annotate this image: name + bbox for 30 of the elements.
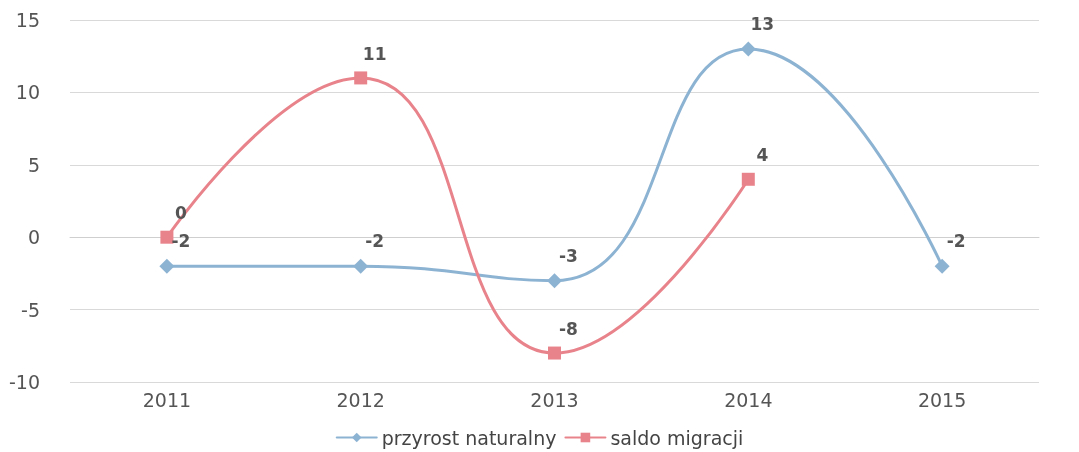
y-tick-label: -5: [21, 298, 40, 321]
point: [354, 71, 368, 85]
data-label: -2: [171, 231, 191, 252]
y-tick-label: 0: [27, 226, 40, 249]
data-label: 4: [756, 145, 769, 166]
data-label: -2: [365, 231, 385, 252]
point: [740, 41, 756, 57]
y-tick-label: -10: [8, 371, 40, 393]
point: [741, 172, 755, 186]
data-label: 0: [174, 203, 187, 224]
point: [547, 273, 562, 289]
point: [159, 258, 175, 274]
data-label: 13: [750, 13, 775, 34]
legend-label: saldo migracji: [610, 426, 744, 449]
y-tick-label: 5: [27, 153, 40, 176]
x-tick-label: 2014: [724, 388, 773, 411]
data-label: -8: [559, 319, 578, 340]
x-tick-label: 2011: [142, 388, 192, 411]
point: [353, 258, 369, 274]
x-tick-label: 2013: [530, 388, 579, 411]
point: [934, 258, 950, 274]
legend-label: przyrost naturalny: [381, 426, 557, 449]
x-tick-label: 2012: [336, 388, 385, 411]
y-tick-label: 10: [15, 81, 40, 104]
data-label: -2: [946, 231, 966, 252]
point: [548, 346, 561, 360]
x-tick-label: 2015: [917, 388, 967, 411]
data-label: 11: [362, 43, 387, 64]
data-label: -3: [559, 245, 578, 266]
y-tick-label: 15: [15, 9, 40, 31]
